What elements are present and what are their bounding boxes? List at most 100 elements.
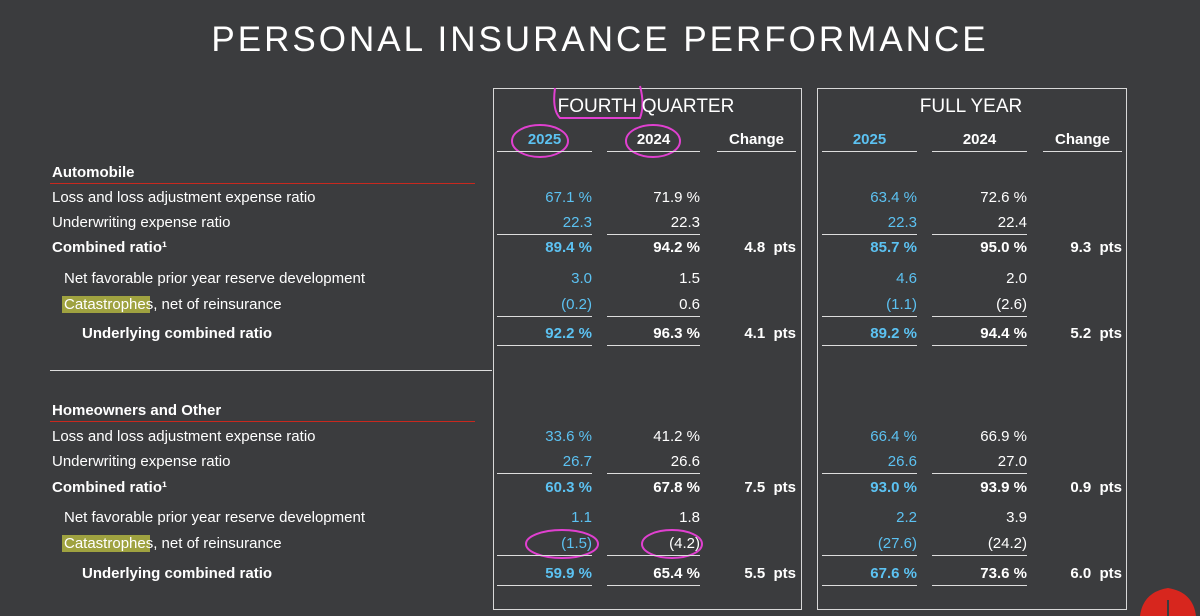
cell-value: 89.4 % xyxy=(545,239,592,256)
cell-value: 4.8 pts xyxy=(744,239,796,256)
cell-value: 1.1 xyxy=(571,509,592,526)
cell-value: 73.6 % xyxy=(980,565,1027,582)
cell-rule xyxy=(822,234,917,235)
cell-rule xyxy=(497,345,592,346)
header-rule xyxy=(497,151,592,152)
row-label: Combined ratio¹ xyxy=(52,479,167,496)
cell-value: 60.3 % xyxy=(545,479,592,496)
cell-rule xyxy=(822,345,917,346)
cell-value: 67.6 % xyxy=(870,565,917,582)
cell-value: 93.0 % xyxy=(870,479,917,496)
cell-value: 96.3 % xyxy=(653,325,700,342)
header-rule xyxy=(717,151,796,152)
cell-rule xyxy=(607,585,700,586)
title: PERSONAL INSURANCE PERFORMANCE xyxy=(211,20,989,59)
cell-value: 22.4 xyxy=(997,214,1027,231)
cell-value: 59.9 % xyxy=(545,565,592,582)
cell-value: (2.6) xyxy=(996,296,1027,313)
quarter-box xyxy=(493,88,802,610)
cell-rule xyxy=(497,473,592,474)
cell-value: 67.1 % xyxy=(545,189,592,206)
cell-value: 3.9 xyxy=(1006,509,1027,526)
group-title: FULL YEAR xyxy=(919,96,1023,117)
cell-rule xyxy=(607,234,700,235)
cell-value: (0.2) xyxy=(561,296,592,313)
row-label: Combined ratio¹ xyxy=(52,239,167,256)
cell-rule xyxy=(607,555,700,556)
row-label: Underlying combined ratio xyxy=(82,565,273,582)
highlight xyxy=(62,535,150,552)
cell-value: 4.6 xyxy=(896,270,917,287)
cell-value: 22.3 xyxy=(562,214,592,231)
cell-value: 26.7 xyxy=(562,453,592,470)
cell-value: 26.6 xyxy=(887,453,917,470)
cell-value: 2.2 xyxy=(896,509,917,526)
cell-value: 4.1 pts xyxy=(744,325,796,342)
cell-value: 9.3 pts xyxy=(1070,239,1122,256)
cell-value: 0.6 xyxy=(679,296,700,313)
section-title: Automobile xyxy=(52,164,135,181)
row-label: Underwriting expense ratio xyxy=(52,453,231,470)
header-rule xyxy=(822,151,917,152)
cell-value: 92.2 % xyxy=(545,325,592,342)
cell-value: 94.2 % xyxy=(653,239,700,256)
cell-value: 63.4 % xyxy=(870,189,917,206)
cell-rule xyxy=(497,234,592,235)
umbrella-icon xyxy=(1140,588,1196,616)
row-label: Net favorable prior year reserve develop… xyxy=(64,270,365,287)
row-label: Loss and loss adjustment expense ratio xyxy=(52,189,316,206)
row-label: Catastrophes, net of reinsurance xyxy=(64,296,282,313)
cell-value: 66.4 % xyxy=(870,428,917,445)
cell-value: 1.5 xyxy=(679,270,700,287)
cell-value: 0.9 pts xyxy=(1070,479,1122,496)
cell-value: 6.0 pts xyxy=(1070,565,1122,582)
column-header blue: 2025 xyxy=(852,131,887,148)
cell-value: (1.5) xyxy=(561,535,592,552)
cell-value: 33.6 % xyxy=(545,428,592,445)
section-title: Homeowners and Other xyxy=(52,402,222,419)
cell-rule xyxy=(607,473,700,474)
cell-value: (27.6) xyxy=(877,535,917,552)
group-title: FOURTH QUARTER xyxy=(557,96,735,117)
cell-value: 41.2 % xyxy=(653,428,700,445)
cell-rule xyxy=(607,316,700,317)
cell-rule xyxy=(932,585,1027,586)
cell-value: (4.2) xyxy=(669,535,700,552)
cell-value: 94.4 % xyxy=(980,325,1027,342)
cell-value: 65.4 % xyxy=(653,565,700,582)
row-label: Underwriting expense ratio xyxy=(52,214,231,231)
row-label: Underlying combined ratio xyxy=(82,325,273,342)
cell-rule xyxy=(822,585,917,586)
section-rule xyxy=(50,421,475,422)
row-label: Loss and loss adjustment expense ratio xyxy=(52,428,316,445)
column-header blue: 2025 xyxy=(527,131,562,148)
separator xyxy=(50,370,492,371)
cell-value: 95.0 % xyxy=(980,239,1027,256)
cell-rule xyxy=(932,345,1027,346)
row-label: Catastrophes, net of reinsurance xyxy=(64,535,282,552)
cell-rule xyxy=(497,585,592,586)
cell-rule xyxy=(822,555,917,556)
highlight xyxy=(62,296,150,313)
header-rule xyxy=(932,151,1027,152)
cell-value: 22.3 xyxy=(670,214,700,231)
cell-rule xyxy=(607,345,700,346)
cell-value: 85.7 % xyxy=(870,239,917,256)
cell-value: 5.5 pts xyxy=(744,565,796,582)
cell-rule xyxy=(932,555,1027,556)
cell-value: 22.3 xyxy=(887,214,917,231)
column-header: 2024 xyxy=(636,131,671,148)
cell-value: 66.9 % xyxy=(980,428,1027,445)
cell-rule xyxy=(822,473,917,474)
cell-rule xyxy=(497,316,592,317)
cell-value: 93.9 % xyxy=(980,479,1027,496)
column-header: Change xyxy=(728,131,784,148)
cell-value: (24.2) xyxy=(987,535,1027,552)
cell-value: 89.2 % xyxy=(870,325,917,342)
cell-rule xyxy=(932,234,1027,235)
cell-value: 27.0 xyxy=(997,453,1027,470)
year-box xyxy=(817,88,1127,610)
cell-value: 1.8 xyxy=(679,509,700,526)
header-rule xyxy=(1043,151,1122,152)
